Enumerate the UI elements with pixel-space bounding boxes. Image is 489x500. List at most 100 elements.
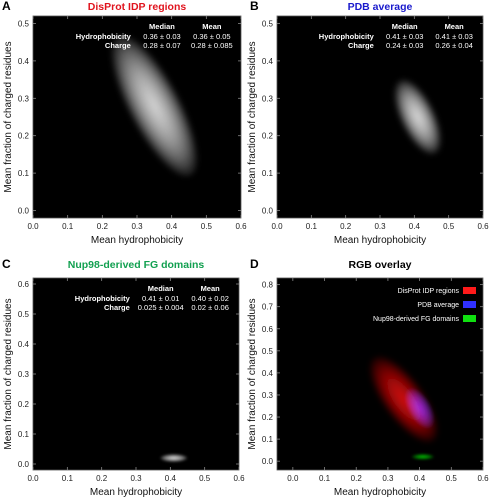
panel-title: DisProt IDP regions [88,1,187,13]
x-tick-label: 0.6 [235,222,247,231]
x-tick-label: 0.5 [446,474,458,483]
x-tick-label: 0.1 [306,222,318,231]
legend-label: PDB average [417,302,459,309]
x-tick-label: 0.6 [233,474,245,483]
x-tick-label: 0.2 [340,222,352,231]
stats-header-median: Median [392,22,418,31]
stats-row-label: Hydrophobicity [319,32,375,41]
y-tick-label: 0.3 [262,391,274,400]
panel-title: PDB average [348,1,413,13]
stats-median-value: 0.41 ± 0.03 [386,32,423,41]
stats-header-mean: Mean [202,22,222,31]
x-tick-label: 0.0 [287,474,299,483]
y-tick-label: 0.5 [18,310,30,319]
y-tick-label: 0.8 [262,281,274,290]
x-tick-label: 0.5 [201,222,213,231]
stats-mean-value: 0.41 ± 0.03 [435,32,472,41]
y-tick-label: 0.0 [18,460,30,469]
y-tick-label: 0.4 [18,57,30,66]
legend-swatch [463,315,476,322]
x-tick-label: 0.0 [27,474,39,483]
stats-header-mean: Mean [445,22,465,31]
panel-c: C Nup98-derived FG domains 0.0 0.1 0.2 0.3 0.4… [2,257,245,498]
y-tick-label: 0.4 [262,369,274,378]
panel-a: A DisProt IDP regions 0.0 0.1 0.2 0.3 0.4 0.5 0.… [2,0,247,246]
y-tick-label: 0.0 [18,207,30,216]
panel-letter: B [250,0,259,13]
stats-mean-value: 0.40 ± 0.02 [191,294,228,303]
stats-mean-value: 0.02 ± 0.06 [191,303,228,312]
legend-label: DisProt IDP regions [398,288,460,295]
x-tick-label: 0.5 [443,222,455,231]
y-tick-label: 0.0 [262,457,274,466]
y-tick-label: 0.3 [18,370,30,379]
x-axis-label: Mean hydrophobicity [334,235,426,246]
x-tick-label: 0.4 [409,222,421,231]
y-tick-label: 0.0 [262,207,274,216]
x-tick-label: 0.4 [414,474,426,483]
stats-median-value: 0.025 ± 0.004 [138,303,184,312]
panel-d: D RGB overlay 0.0 0.1 0.2 0.3 0.4 0.5 0.6 0.0 0.1 0… [247,257,489,498]
density-map [111,36,197,176]
x-axis-label: Mean hydrophobicity [334,487,426,498]
legend-label: Nup98-derived FG domains [373,316,459,323]
y-axis-label: Mean fraction of charged residues [3,41,14,192]
x-tick-label: 0.1 [319,474,331,483]
y-tick-label: 0.1 [18,430,30,439]
stats-row-label: Charge [348,41,374,50]
x-axis-label: Mean hydrophobicity [90,487,182,498]
x-tick-label: 0.3 [130,474,142,483]
y-tick-label: 0.6 [18,280,30,289]
stats-mean-value: 0.28 ± 0.085 [191,41,233,50]
x-tick-label: 0.3 [131,222,143,231]
panel-letter: A [2,0,11,13]
x-tick-label: 0.2 [96,474,108,483]
legend-swatch [463,301,476,308]
stats-table: Median Mean Hydrophobicity 0.36 ± 0.03 0.36 … [76,22,233,50]
stats-mean-value: 0.36 ± 0.05 [193,32,230,41]
x-tick-label: 0.4 [166,222,178,231]
x-tick-label: 0.2 [351,474,363,483]
y-axis-label: Mean fraction of charged residues [247,298,258,449]
y-tick-label: 0.7 [262,303,274,312]
y-tick-label: 0.3 [18,94,30,103]
x-tick-label: 0.2 [97,222,109,231]
y-tick-label: 0.2 [18,132,30,141]
overlay-blue [404,388,435,429]
y-tick-label: 0.5 [262,19,274,28]
stats-row-label: Hydrophobicity [75,294,131,303]
y-tick-label: 0.3 [262,94,274,103]
x-tick-label: 0.3 [382,474,394,483]
panel-b: B PDB average 0.0 0.1 0.2 0.3 0.4 0.5 0.6 0.0 0.1 0… [247,0,489,246]
density-map [370,357,438,460]
stats-median-value: 0.41 ± 0.01 [142,294,179,303]
x-tick-label: 0.6 [477,474,489,483]
panel-title: Nup98-derived FG domains [68,259,205,271]
legend-swatch [463,287,476,294]
stats-median-value: 0.36 ± 0.03 [143,32,180,41]
stats-header-mean: Mean [201,284,221,293]
panel-title: RGB overlay [348,259,411,271]
legend: DisProt IDP regions PDB average Nup98-deri… [373,287,476,323]
y-tick-label: 0.4 [18,340,30,349]
y-axis-label: Mean fraction of charged residues [247,41,258,192]
stats-row-label: Charge [105,41,131,50]
plot-area [33,278,239,470]
x-tick-label: 0.4 [165,474,177,483]
y-tick-label: 0.5 [18,19,30,28]
y-tick-label: 0.2 [262,132,274,141]
x-tick-label: 0.1 [62,474,74,483]
y-tick-label: 0.4 [262,57,274,66]
x-tick-label: 0.3 [374,222,386,231]
x-tick-label: 0.5 [199,474,211,483]
stats-row-label: Hydrophobicity [76,32,132,41]
density-map [160,454,188,462]
y-tick-label: 0.1 [262,169,274,178]
stats-table: Median Mean Hydrophobicity 0.41 ± 0.03 0.41 … [319,22,473,50]
y-tick-label: 0.5 [262,347,274,356]
overlay-green [411,453,434,460]
x-axis-label: Mean hydrophobicity [91,235,183,246]
stats-header-median: Median [148,284,174,293]
stats-median-value: 0.28 ± 0.07 [143,41,180,50]
